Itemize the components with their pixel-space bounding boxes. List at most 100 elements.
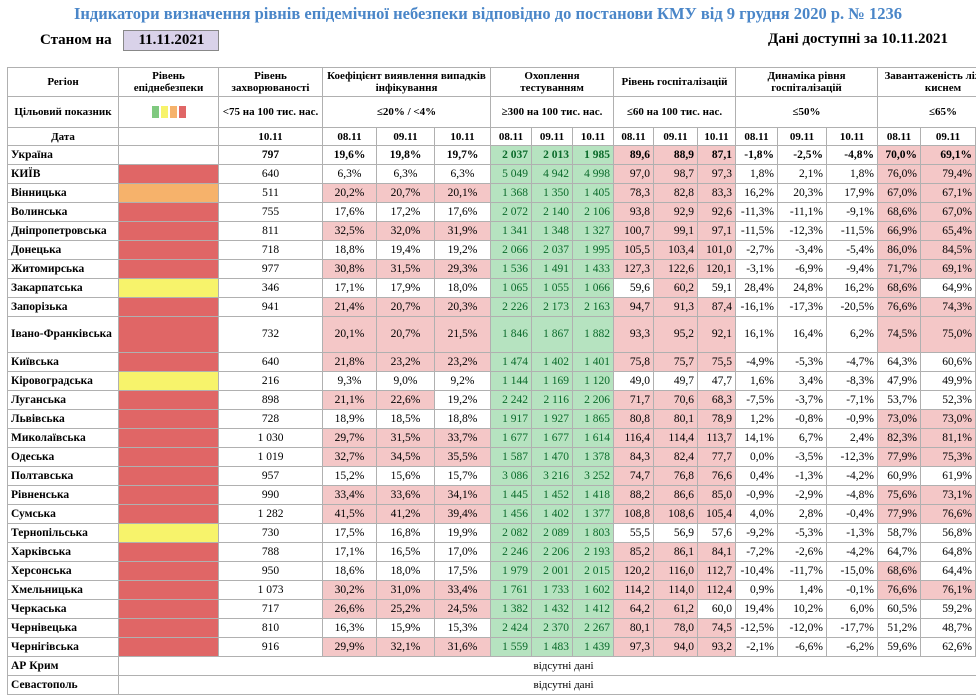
dynamics-value: -9,2%: [736, 524, 778, 543]
dynamics-value: -4,8%: [827, 146, 878, 165]
testing-value: 1 378: [573, 448, 614, 467]
level-cell: [119, 298, 219, 317]
hospital-value: 84,3: [614, 448, 654, 467]
level-cell: [119, 260, 219, 279]
dynamics-value: 19,4%: [736, 600, 778, 619]
testing-value: 2 013: [532, 146, 573, 165]
oxygen-value: 52,3%: [921, 391, 976, 410]
date-label: Дата: [8, 128, 119, 146]
region-name: Дніпропетровська: [8, 222, 119, 241]
dynamics-value: -16,1%: [736, 298, 778, 317]
detection-value: 6,3%: [435, 165, 491, 184]
region-name: Волинська: [8, 203, 119, 222]
testing-value: 2 163: [573, 298, 614, 317]
hospital-value: 75,5: [698, 353, 736, 372]
date-dyn-2: 09.11: [778, 128, 827, 146]
dynamics-value: -17,7%: [827, 619, 878, 638]
incidence-value: 718: [219, 241, 323, 260]
dynamics-value: -9,1%: [827, 203, 878, 222]
incidence-value: 957: [219, 467, 323, 486]
incidence-value: 1 030: [219, 429, 323, 448]
testing-value: 1 402: [532, 353, 573, 372]
incidence-value: 898: [219, 391, 323, 410]
date-det-2: 09.11: [377, 128, 435, 146]
dynamics-value: -12,3%: [778, 222, 827, 241]
testing-value: 2 206: [532, 543, 573, 562]
dynamics-value: 0,4%: [736, 467, 778, 486]
hospital-value: 99,1: [654, 222, 698, 241]
dynamics-value: 16,4%: [778, 317, 827, 353]
testing-value: 1 439: [573, 638, 614, 657]
level-cell: [119, 203, 219, 222]
hospital-value: 120,1: [698, 260, 736, 279]
oxygen-value: 73,1%: [921, 486, 976, 505]
oxygen-value: 84,5%: [921, 241, 976, 260]
dynamics-value: -0,4%: [827, 505, 878, 524]
testing-value: 1 614: [573, 429, 614, 448]
oxygen-value: 59,6%: [878, 638, 921, 657]
hospital-value: 92,1: [698, 317, 736, 353]
testing-value: 1 846: [491, 317, 532, 353]
testing-value: 1 066: [573, 279, 614, 298]
hospital-value: 74,5: [698, 619, 736, 638]
level-cell: [119, 467, 219, 486]
detection-value: 9,2%: [435, 372, 491, 391]
incidence-value: 797: [219, 146, 323, 165]
testing-value: 2 001: [532, 562, 573, 581]
region-name: Севастополь: [8, 676, 119, 695]
detection-value: 19,7%: [435, 146, 491, 165]
detection-value: 31,9%: [435, 222, 491, 241]
region-name: Чернігівська: [8, 638, 119, 657]
testing-value: 1 432: [532, 600, 573, 619]
testing-value: 1 350: [532, 184, 573, 203]
level-cell: [119, 317, 219, 353]
hospital-value: 83,3: [698, 184, 736, 203]
testing-value: 3 086: [491, 467, 532, 486]
oxygen-value: 68,6%: [878, 562, 921, 581]
dynamics-value: -1,8%: [736, 146, 778, 165]
oxygen-value: 59,2%: [921, 600, 976, 619]
dynamics-value: 4,0%: [736, 505, 778, 524]
detection-value: 20,3%: [435, 298, 491, 317]
hospital-value: 84,1: [698, 543, 736, 562]
testing-value: 2 173: [532, 298, 573, 317]
testing-value: 1 169: [532, 372, 573, 391]
testing-value: 1 348: [532, 222, 573, 241]
level-cell: [119, 146, 219, 165]
detection-value: 6,3%: [323, 165, 377, 184]
dynamics-value: -1,3%: [778, 467, 827, 486]
detection-value: 30,2%: [323, 581, 377, 600]
incidence-value: 216: [219, 372, 323, 391]
hospital-value: 60,0: [698, 600, 736, 619]
hospital-value: 95,2: [654, 317, 698, 353]
oxygen-value: 77,9%: [878, 448, 921, 467]
hospital-value: 97,3: [698, 165, 736, 184]
oxygen-value: 76,0%: [878, 165, 921, 184]
testing-value: 2 072: [491, 203, 532, 222]
detection-value: 31,0%: [377, 581, 435, 600]
testing-value: 1 677: [491, 429, 532, 448]
testing-value: 2 037: [532, 241, 573, 260]
hospital-value: 74,7: [614, 467, 654, 486]
detection-value: 22,6%: [377, 391, 435, 410]
detection-value: 20,7%: [377, 298, 435, 317]
testing-value: 2 140: [532, 203, 573, 222]
no-data-note: відсутні дані: [119, 657, 976, 676]
hospital-value: 97,3: [614, 638, 654, 657]
hospital-value: 105,4: [698, 505, 736, 524]
detection-value: 21,1%: [323, 391, 377, 410]
dynamics-value: -7,1%: [827, 391, 878, 410]
legend-swatch-yellow: [161, 106, 168, 118]
detection-value: 34,1%: [435, 486, 491, 505]
incidence-value: 1 073: [219, 581, 323, 600]
region-name: Чернівецька: [8, 619, 119, 638]
region-name: Житомирська: [8, 260, 119, 279]
hospital-value: 100,7: [614, 222, 654, 241]
